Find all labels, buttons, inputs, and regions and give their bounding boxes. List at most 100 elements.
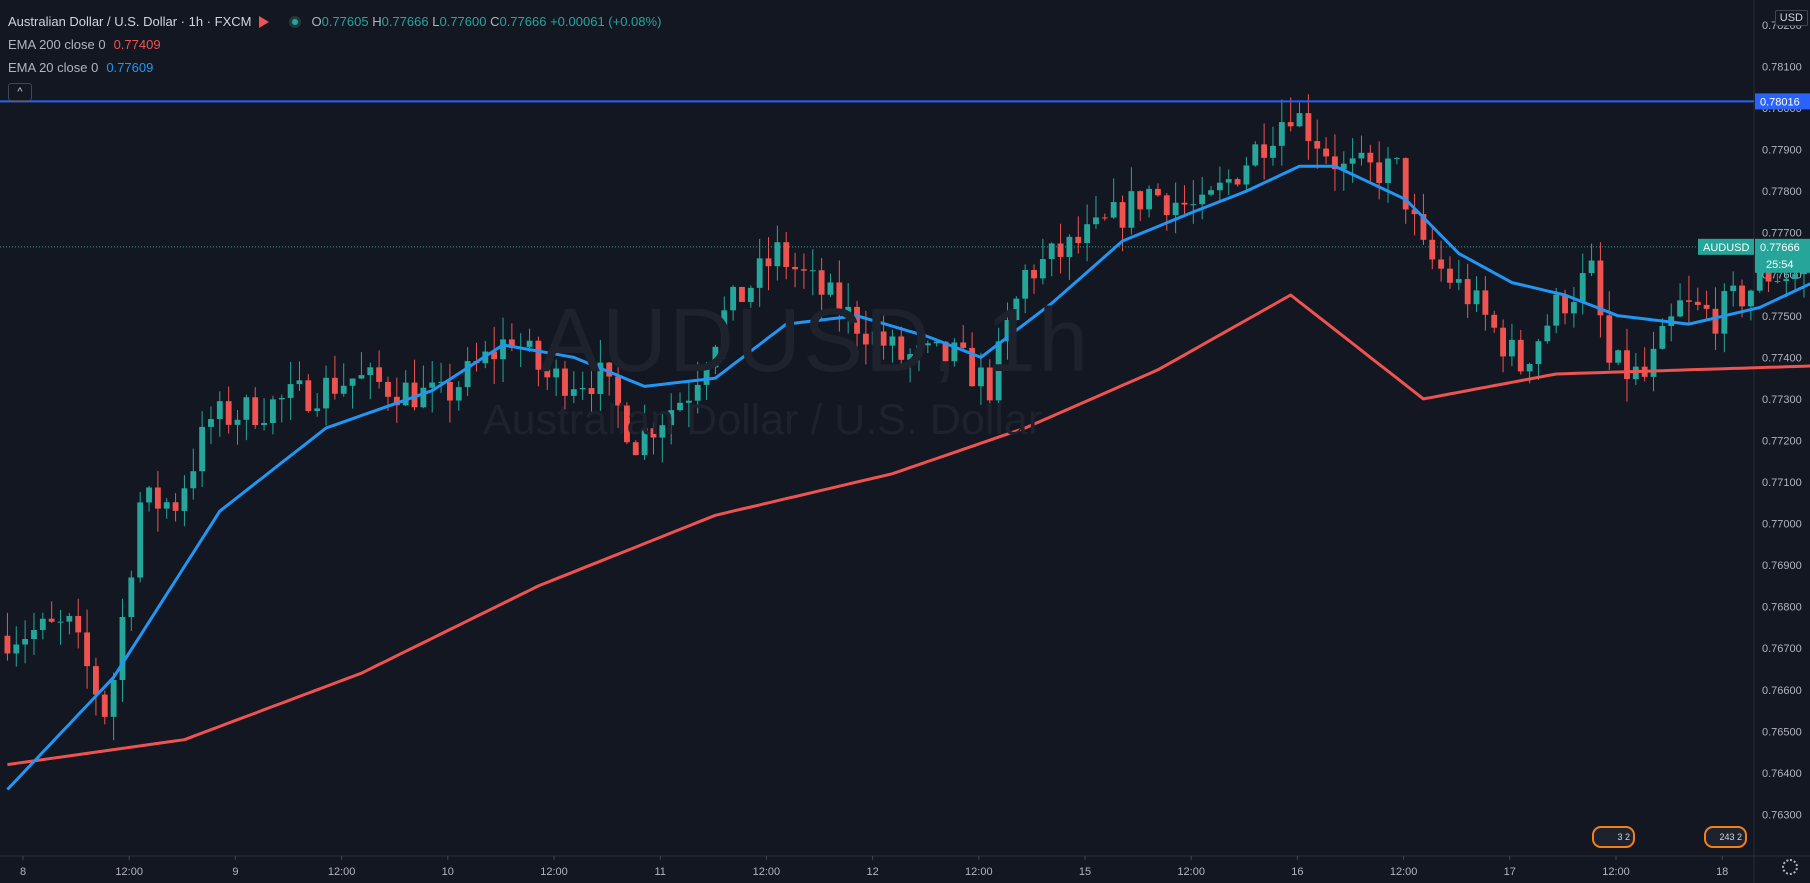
candle-body bbox=[597, 362, 604, 395]
candle-body bbox=[730, 286, 737, 311]
candle-body bbox=[871, 331, 878, 345]
y-tick-label: 0.77300 bbox=[1762, 394, 1802, 406]
candle-body bbox=[305, 380, 312, 411]
candle-body bbox=[4, 635, 11, 654]
y-tick-label: 0.76400 bbox=[1762, 768, 1802, 780]
candle-body bbox=[1765, 270, 1772, 282]
event-count: 243 2 bbox=[1719, 832, 1742, 842]
candle-body bbox=[1411, 209, 1418, 215]
indicator-ema200[interactable]: EMA 200 close 0 0.77409 bbox=[8, 33, 661, 56]
candle-body bbox=[907, 354, 914, 360]
collapse-legend-button[interactable]: ^ bbox=[8, 83, 32, 101]
last-price-label-bg bbox=[1755, 238, 1810, 273]
candle-body bbox=[1429, 239, 1436, 260]
candle-body bbox=[252, 397, 259, 426]
candle-body bbox=[1332, 156, 1338, 170]
x-tick-label: 10 bbox=[442, 866, 454, 878]
gear-icon[interactable] bbox=[1782, 859, 1798, 875]
candle-body bbox=[323, 377, 329, 409]
candle-body bbox=[1544, 325, 1551, 342]
candle-body bbox=[1402, 158, 1409, 210]
x-tick-label: 12:00 bbox=[965, 866, 993, 878]
symbol-row[interactable]: Australian Dollar / U.S. Dollar · 1h · F… bbox=[8, 10, 661, 33]
candle-body bbox=[1712, 308, 1719, 334]
x-tick-label: 16 bbox=[1291, 866, 1303, 878]
candle-body bbox=[1509, 339, 1515, 357]
candle-body bbox=[181, 488, 188, 511]
candle-body bbox=[1756, 270, 1763, 291]
y-tick-label: 0.77000 bbox=[1762, 519, 1802, 531]
change-value: +0.00061 (+0.08%) bbox=[550, 13, 662, 29]
indicator-value: 0.77609 bbox=[106, 59, 154, 75]
open-value: 0.77605 bbox=[321, 13, 369, 29]
candle-body bbox=[137, 502, 144, 578]
x-tick-label: 8 bbox=[20, 866, 26, 878]
symbol-title[interactable]: Australian Dollar / U.S. Dollar · 1h · F… bbox=[8, 13, 252, 29]
candle-body bbox=[827, 282, 834, 295]
candle-body bbox=[1057, 243, 1064, 257]
candle-body bbox=[243, 397, 250, 420]
candle-body bbox=[1385, 158, 1391, 183]
candle-body bbox=[1305, 113, 1312, 142]
candle-body bbox=[128, 577, 135, 618]
candle-body bbox=[756, 258, 763, 288]
candle-body bbox=[1190, 204, 1197, 206]
candle-body bbox=[1747, 290, 1754, 307]
candle-body bbox=[1084, 224, 1091, 244]
candle-body bbox=[163, 502, 170, 509]
candle-body bbox=[287, 384, 294, 398]
candle-body bbox=[1163, 195, 1170, 216]
horizontal-line-label: 0.78016 bbox=[1760, 96, 1800, 108]
candle-body bbox=[1677, 300, 1683, 317]
ohlc-values: O0.77605 H0.77666 L0.77600 C0.77666 +0.0… bbox=[311, 13, 662, 29]
candle-body bbox=[199, 426, 206, 472]
candle-body bbox=[1464, 279, 1471, 305]
candle-body bbox=[1579, 273, 1586, 303]
candle-body bbox=[1261, 144, 1268, 158]
candle-body bbox=[712, 346, 719, 368]
candle-body bbox=[1022, 270, 1029, 299]
candle-body bbox=[677, 402, 683, 411]
candle-body bbox=[765, 258, 772, 267]
candle-body bbox=[110, 679, 117, 717]
candle-body bbox=[172, 502, 179, 511]
flag-icon[interactable] bbox=[259, 15, 270, 28]
y-tick-label: 0.77500 bbox=[1762, 311, 1802, 323]
candle-body bbox=[349, 378, 356, 386]
y-tick-label: 0.77900 bbox=[1762, 145, 1802, 157]
indicator-ema20[interactable]: EMA 20 close 0 0.77609 bbox=[8, 56, 661, 79]
candle-body bbox=[1570, 302, 1577, 314]
last-price-label: 0.77666 bbox=[1760, 242, 1800, 254]
candle-body bbox=[1624, 350, 1630, 380]
event-badge-us[interactable]: 243 2 bbox=[1704, 826, 1747, 848]
candle-body bbox=[606, 362, 613, 377]
candle-body bbox=[1172, 202, 1179, 216]
event-badge-au[interactable]: 3 2 bbox=[1592, 826, 1635, 848]
candle-body bbox=[101, 694, 108, 717]
x-tick-label: 12 bbox=[866, 866, 878, 878]
candle-body bbox=[340, 385, 347, 394]
candle-body bbox=[1093, 217, 1099, 225]
y-tick-label: 0.76500 bbox=[1762, 726, 1802, 738]
candle-body bbox=[1181, 202, 1188, 205]
indicator-name: EMA 200 close 0 bbox=[8, 36, 106, 52]
candle-body bbox=[500, 339, 506, 360]
candle-body bbox=[562, 368, 568, 396]
candle-body bbox=[1270, 145, 1276, 158]
candle-body bbox=[951, 342, 958, 362]
candle-body bbox=[845, 306, 852, 314]
candle-body bbox=[1216, 182, 1223, 191]
candle-body bbox=[1526, 364, 1533, 372]
candle-body bbox=[429, 382, 436, 388]
candle-body bbox=[579, 388, 586, 390]
candle-body bbox=[1447, 268, 1453, 283]
candle-body bbox=[933, 341, 940, 344]
candle-body bbox=[703, 367, 710, 385]
currency-label[interactable]: USD bbox=[1774, 10, 1808, 26]
candle-body bbox=[154, 487, 161, 509]
high-value: 0.77666 bbox=[381, 13, 429, 29]
candle-body bbox=[146, 487, 152, 503]
candle-body bbox=[792, 266, 798, 270]
candle-body bbox=[694, 384, 701, 401]
